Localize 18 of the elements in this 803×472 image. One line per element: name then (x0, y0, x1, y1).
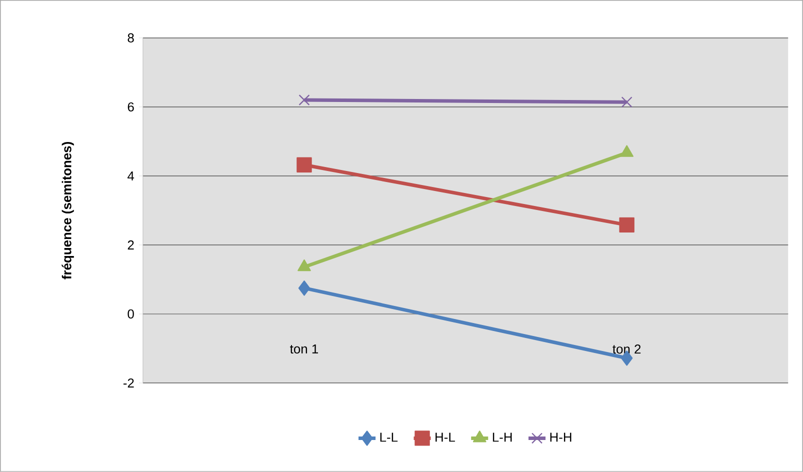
legend-label: H-L (436, 432, 455, 442)
point (296, 157, 312, 173)
legend-label: L-H (492, 432, 512, 442)
point (621, 96, 632, 108)
y-tick-label: 4 (128, 172, 134, 180)
legend-label: H-H (550, 432, 572, 442)
y-tick-label: 6 (128, 102, 134, 112)
y-tick-label: 8 (128, 33, 134, 43)
y-axis-title: fréquence (semitones) (62, 142, 74, 280)
y-tick-label: -2 (123, 378, 134, 388)
y-tick-label: 0 (128, 309, 134, 319)
point (298, 280, 310, 296)
x-tick-label: ton 2 (612, 344, 641, 354)
x-tick-label: ton 1 (290, 344, 318, 354)
point (619, 217, 634, 233)
y-tick-label: 2 (128, 240, 134, 250)
point (298, 94, 310, 106)
legend-label: L-L (380, 432, 398, 442)
